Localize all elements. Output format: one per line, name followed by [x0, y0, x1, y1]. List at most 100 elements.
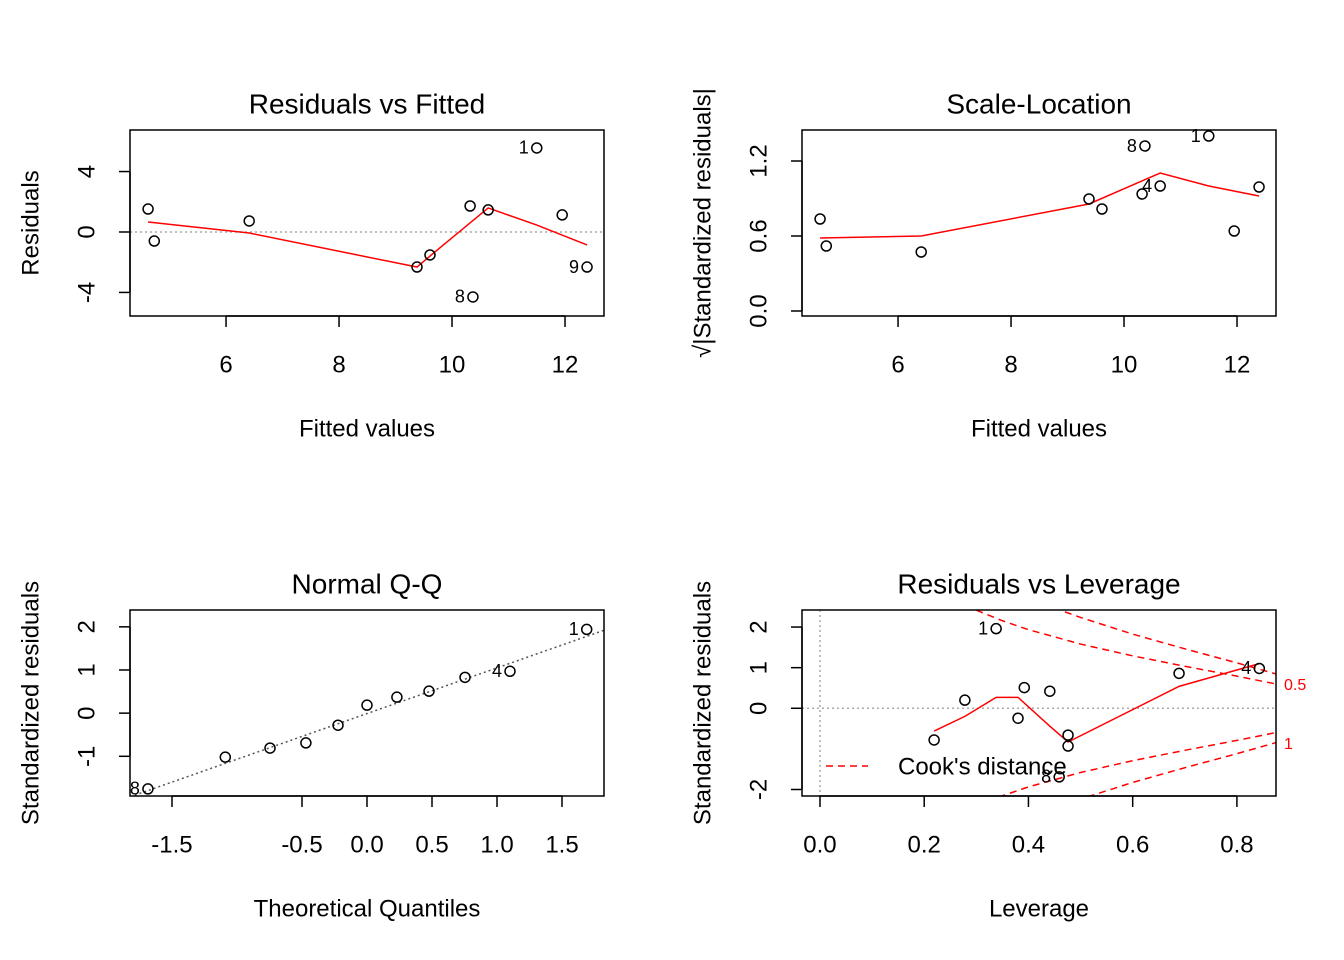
point	[219, 751, 232, 763]
y-axis-label: Standardized residuals	[689, 581, 716, 825]
point-label: 8	[455, 287, 465, 307]
point	[1083, 193, 1095, 205]
cooks-contour	[1087, 741, 1276, 796]
point	[1136, 188, 1148, 200]
cooks-level-label: 0.5	[1284, 677, 1306, 694]
point	[243, 215, 255, 227]
point-label: 1	[978, 618, 988, 638]
point	[1053, 771, 1065, 783]
point	[411, 261, 423, 273]
point	[1062, 740, 1074, 752]
y-tick-label: 0	[73, 706, 100, 719]
point	[1062, 729, 1074, 741]
plot-area	[130, 629, 604, 796]
point-label: 8	[1127, 136, 1137, 156]
point	[1253, 181, 1265, 193]
point-label: 1	[569, 619, 579, 639]
x-tick-label: 1.5	[545, 831, 578, 858]
chart-title: Scale-Location	[946, 88, 1131, 119]
x-axis-label: Fitted values	[299, 415, 435, 442]
x-tick-label: 10	[439, 351, 466, 378]
plot-frame	[129, 129, 605, 317]
x-tick-label: 10	[1111, 351, 1138, 378]
x-tick-label: 1.0	[480, 831, 513, 858]
point	[1044, 685, 1056, 697]
plot-area	[820, 172, 1260, 239]
x-axis-label: Fitted values	[971, 415, 1107, 442]
point	[1203, 130, 1215, 142]
x-tick-label: 0.8	[1220, 831, 1253, 858]
y-axis-label: Residuals	[17, 170, 44, 275]
point	[142, 783, 154, 795]
point	[556, 209, 568, 221]
smooth-line	[147, 207, 588, 268]
y-tick-label: -4	[73, 282, 100, 303]
point	[1228, 225, 1240, 237]
plot-area	[130, 207, 604, 268]
point	[482, 204, 494, 216]
x-tick-label: 8	[332, 351, 345, 378]
smooth-line	[820, 172, 1260, 239]
plot-frame	[801, 129, 1277, 317]
y-tick-label: 4	[73, 165, 100, 178]
x-axis-label: Theoretical Quantiles	[254, 895, 481, 922]
y-tick-label: 0	[73, 225, 100, 238]
point	[928, 734, 940, 746]
point	[264, 742, 276, 754]
point-label: 1	[1191, 126, 1201, 146]
point	[959, 694, 971, 706]
point	[464, 200, 476, 212]
chart-title: Residuals vs Leverage	[897, 568, 1180, 599]
point	[142, 203, 154, 215]
legend-label: Cook's distance	[898, 753, 1067, 780]
y-tick-label: 0	[745, 702, 772, 715]
point	[1253, 662, 1266, 675]
y-tick-label: 0.0	[745, 294, 772, 327]
x-tick-label: 0.0	[350, 831, 383, 858]
point-label: 4	[1241, 658, 1251, 678]
point	[1139, 140, 1151, 152]
y-tick-label: -2	[745, 779, 772, 800]
point	[1154, 180, 1166, 192]
point	[504, 665, 516, 678]
plot-frame	[801, 609, 1277, 797]
smooth-line	[933, 662, 1260, 743]
y-tick-label: 1.2	[745, 144, 772, 177]
point	[332, 719, 344, 731]
y-tick-label: 2	[745, 620, 772, 633]
x-tick-label: 12	[552, 351, 579, 378]
x-tick-label: 0.4	[1012, 831, 1045, 858]
point-label: 1	[519, 138, 529, 158]
y-tick-label: 0.6	[745, 219, 772, 252]
x-tick-label: 12	[1224, 351, 1251, 378]
x-tick-label: 0.0	[803, 831, 836, 858]
point	[1018, 681, 1031, 694]
chart-title: Residuals vs Fitted	[249, 88, 486, 119]
cooks-contour	[976, 610, 1276, 685]
point	[814, 213, 826, 225]
x-tick-label: 8	[1004, 351, 1017, 378]
point	[1096, 203, 1108, 215]
x-tick-label: 6	[891, 351, 904, 378]
y-tick-label: -1	[73, 746, 100, 767]
point-label: 9	[569, 257, 579, 277]
point	[148, 235, 161, 247]
cooks-contour	[999, 731, 1276, 796]
qq-line	[130, 629, 604, 796]
point	[1173, 667, 1185, 680]
y-axis-label: √|Standardized residuals|	[689, 88, 716, 358]
point	[1012, 712, 1024, 724]
point	[820, 240, 833, 252]
x-tick-label: 0.5	[415, 831, 448, 858]
point	[990, 622, 1002, 635]
x-tick-label: 6	[219, 351, 232, 378]
point	[581, 261, 593, 273]
y-tick-label: 1	[745, 661, 772, 674]
x-tick-label: -1.5	[151, 831, 192, 858]
x-tick-label: -0.5	[281, 831, 322, 858]
plot-area	[802, 610, 1276, 796]
point	[531, 142, 543, 154]
chart-title: Normal Q-Q	[292, 568, 443, 599]
x-axis-label: Leverage	[989, 895, 1089, 922]
